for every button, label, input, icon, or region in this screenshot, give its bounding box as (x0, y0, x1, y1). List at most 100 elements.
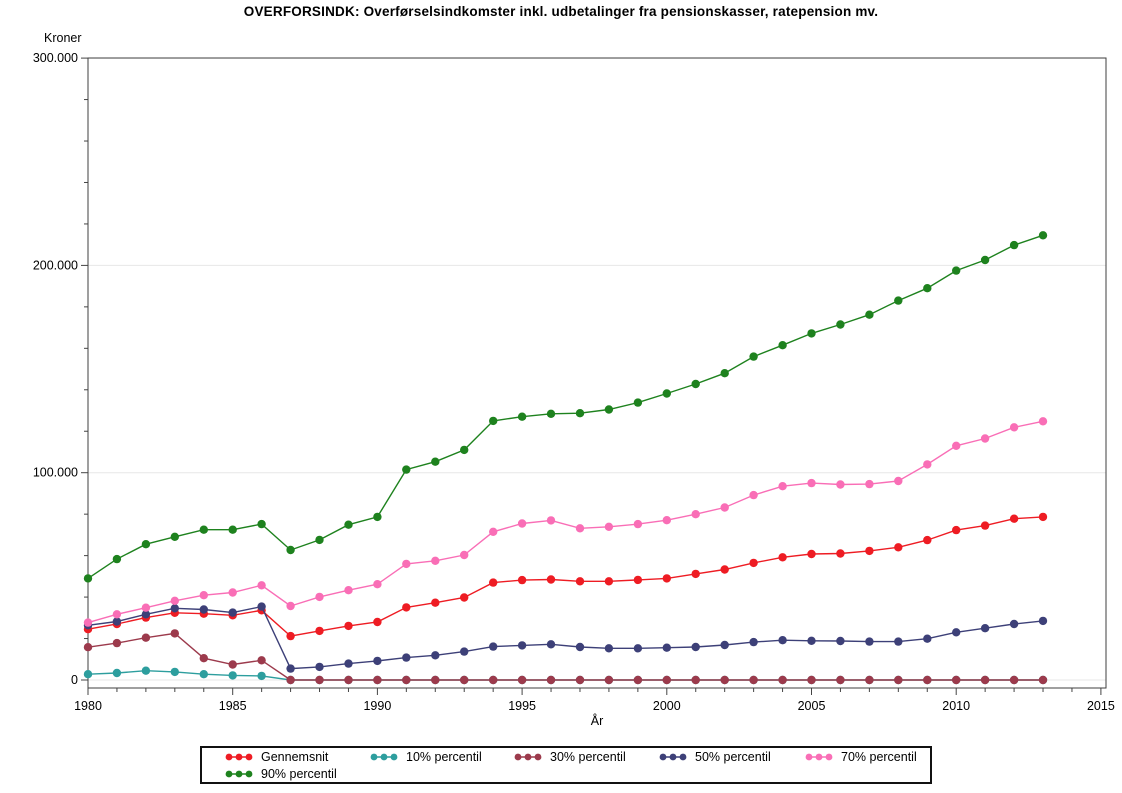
data-point-marker (894, 296, 903, 305)
data-point-marker (489, 642, 498, 651)
series-70-percentil (83, 417, 1048, 627)
data-point-marker (662, 389, 671, 398)
data-point-marker (604, 675, 614, 685)
data-point-marker (228, 671, 237, 680)
data-point-marker (315, 662, 324, 672)
data-point-marker (228, 608, 237, 617)
data-point-marker (1038, 616, 1048, 626)
gridlines (88, 57, 1106, 681)
data-point-marker (778, 553, 787, 562)
data-point-marker (83, 574, 93, 583)
legend-item-label: Gennemsnit (261, 749, 329, 764)
data-point-marker (980, 675, 990, 685)
data-point-marker (1038, 512, 1048, 522)
data-point-marker (402, 559, 411, 569)
data-point-marker (257, 519, 266, 529)
data-point-marker (952, 441, 961, 450)
data-point-marker (489, 416, 498, 426)
data-point-marker (112, 617, 122, 626)
data-point-marker (141, 666, 151, 675)
legend-item-30-percentil: 30% percentil (513, 748, 626, 765)
data-point-marker (460, 550, 469, 560)
data-point-marker (199, 670, 208, 679)
data-point-marker (807, 329, 816, 338)
data-point-marker (778, 341, 787, 350)
data-point-marker (402, 603, 411, 612)
data-point-marker (1038, 417, 1048, 426)
data-point-marker (460, 675, 469, 685)
legend-item-label: 50% percentil (695, 749, 771, 764)
axis-ticks (81, 57, 1102, 695)
data-point-marker (836, 675, 845, 685)
series-30-percentil (83, 629, 1048, 685)
data-point-marker (749, 490, 758, 500)
data-point-marker (980, 255, 990, 265)
data-point-marker (575, 642, 585, 652)
series-line (87, 234, 1044, 579)
data-point-marker (228, 525, 237, 534)
series-line (87, 605, 1044, 670)
data-point-marker (1038, 231, 1048, 240)
data-point-marker (633, 575, 643, 585)
data-point-marker (720, 640, 729, 650)
data-point-marker (778, 636, 787, 645)
data-point-marker (720, 675, 729, 685)
data-point-marker (691, 510, 700, 519)
data-point-marker (952, 266, 961, 275)
data-point-marker (604, 522, 614, 531)
legend-item-label: 90% percentil (261, 766, 337, 781)
data-point-marker (112, 554, 122, 564)
data-point-marker (431, 556, 440, 565)
data-point-marker (1009, 619, 1019, 629)
data-point-marker (257, 581, 266, 590)
data-point-marker (344, 621, 353, 631)
data-point-marker (199, 525, 208, 534)
legend-item-70-percentil: 70% percentil (804, 748, 917, 765)
data-point-marker (575, 675, 585, 685)
data-point-marker (980, 434, 990, 443)
data-point-marker (720, 565, 729, 574)
data-point-marker (460, 647, 469, 656)
data-point-marker (286, 601, 295, 611)
data-point-marker (633, 519, 643, 529)
data-point-marker (778, 482, 787, 491)
data-point-marker (460, 445, 469, 455)
data-point-marker (865, 310, 874, 319)
data-point-marker (170, 667, 179, 677)
data-point-marker (575, 409, 585, 418)
data-point-marker (83, 618, 93, 627)
legend-item-gennemsnit: Gennemsnit (224, 748, 328, 765)
data-point-marker (517, 412, 527, 421)
data-point-marker (315, 592, 324, 602)
data-point-marker (83, 643, 93, 652)
data-point-marker (662, 516, 671, 525)
data-point-marker (141, 633, 151, 642)
data-point-marker (315, 626, 324, 636)
data-point-marker (575, 577, 585, 586)
legend-marker-icon (225, 770, 253, 777)
data-point-marker (894, 476, 903, 486)
data-point-marker (83, 670, 93, 679)
data-point-marker (807, 478, 816, 488)
axis-tick-labels: 0 100.000 200.000 300.000 1980 1985 1990 1995 20… (33, 51, 1115, 713)
data-point-marker (1009, 240, 1019, 250)
data-point-marker (952, 525, 961, 535)
data-point-marker (517, 519, 527, 528)
data-point-marker (749, 352, 758, 361)
data-point-marker (923, 535, 932, 545)
data-point-marker (112, 610, 122, 619)
data-point-marker (170, 596, 179, 605)
data-point-marker (517, 675, 527, 685)
data-point-marker (431, 651, 440, 660)
data-point-marker (402, 675, 411, 685)
legend-item-label: 10% percentil (406, 749, 482, 764)
data-point-marker (1009, 675, 1019, 685)
data-point-marker (517, 575, 527, 585)
data-point-marker (546, 575, 556, 584)
data-point-marker (517, 641, 527, 650)
data-point-marker (344, 520, 353, 529)
y-tick-label: 0 (71, 673, 78, 687)
legend-marker-icon (514, 753, 542, 760)
data-point-marker (923, 460, 932, 469)
